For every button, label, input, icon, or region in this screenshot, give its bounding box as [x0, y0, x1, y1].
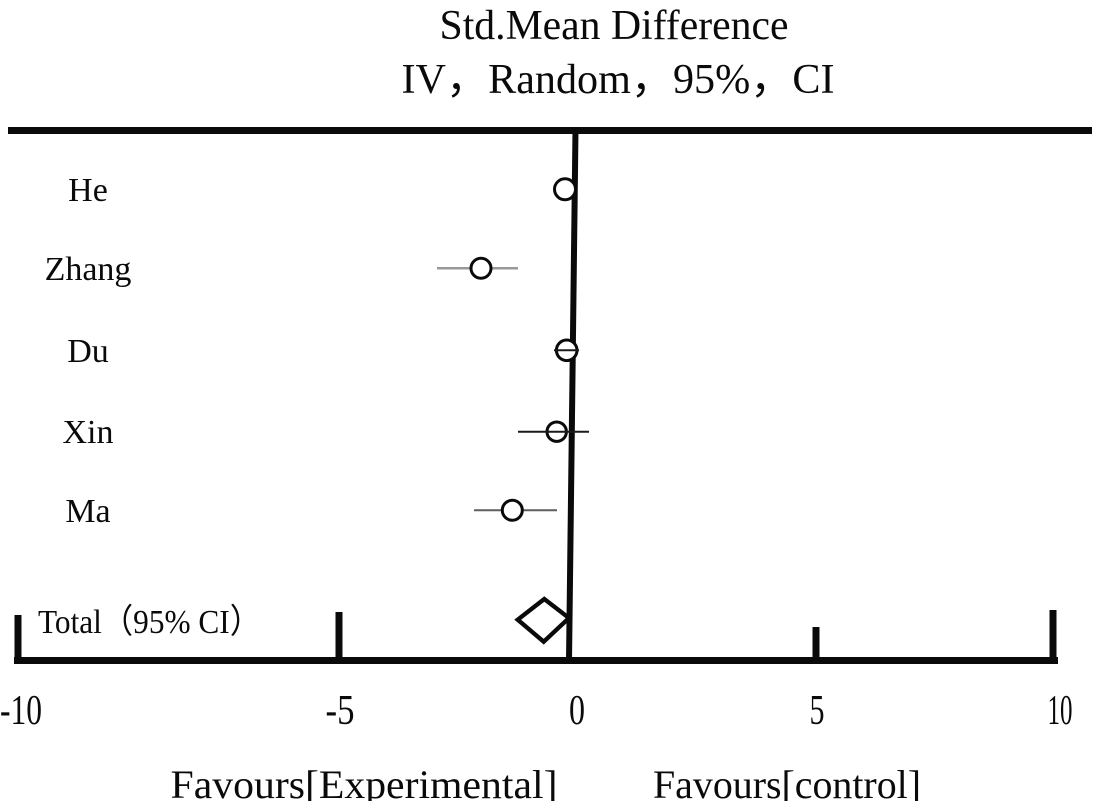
tick-label-0: 0: [569, 688, 585, 734]
study-label-ma: Ma: [65, 493, 110, 530]
favours-experimental-label: Favours[Experimental]: [171, 762, 558, 801]
tick-label-10: 10: [1048, 688, 1073, 734]
tick-label-neg10: -10: [0, 688, 42, 734]
total-label: Total（95% CI）: [38, 603, 261, 641]
tick-label-neg5: -5: [326, 688, 355, 734]
favours-control-label: Favours[control]: [653, 762, 921, 801]
study-point-he: [553, 177, 577, 202]
study-label-du: Du: [67, 333, 109, 370]
total-diamond: [514, 596, 573, 645]
study-label-xin: Xin: [63, 414, 114, 451]
study-label-zhang: Zhang: [45, 251, 132, 288]
study-label-he: He: [68, 172, 108, 209]
zero-reference-line: [566, 129, 579, 662]
study-point-zhang: [469, 256, 493, 280]
study-point-ma: [500, 498, 524, 522]
chart-title-line1: Std.Mean Difference: [440, 3, 789, 49]
tick-label-5: 5: [810, 688, 825, 734]
chart-title-line2: IV，Random，95%，CI: [402, 57, 835, 103]
